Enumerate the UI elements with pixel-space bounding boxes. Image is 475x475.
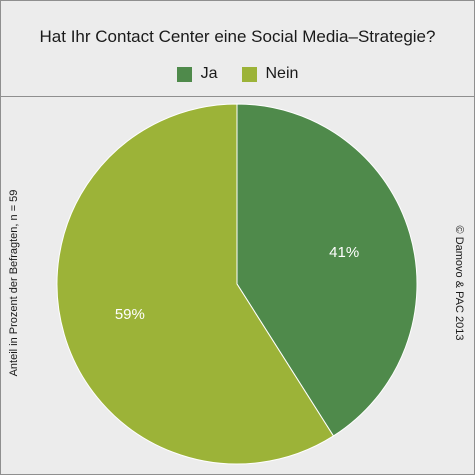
legend: Ja Nein (1, 65, 474, 83)
legend-label-nein: Nein (265, 65, 299, 82)
legend-item-nein: Nein (241, 65, 299, 83)
pie-slice-nein (56, 103, 335, 465)
slice-label-nein: 59% (115, 306, 145, 323)
slice-label-ja: 41% (329, 244, 359, 261)
legend-item-ja: Ja (176, 65, 218, 83)
legend-swatch-ja (176, 66, 192, 82)
pie-slice-ja (236, 103, 418, 437)
legend-swatch-nein (241, 66, 257, 82)
legend-label-ja: Ja (200, 65, 218, 82)
header-divider (1, 96, 474, 97)
chart-title: Hat Ihr Contact Center eine Social Media… (39, 27, 436, 46)
